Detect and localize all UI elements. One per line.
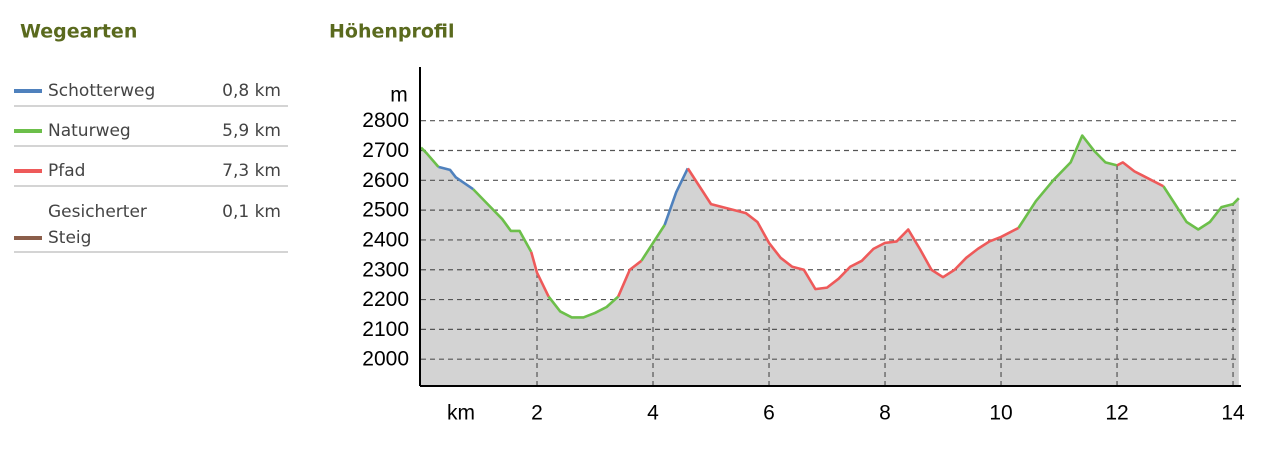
- y-tick-label: 2500: [362, 199, 409, 222]
- profile-line: [438, 165, 689, 226]
- y-tick-label: 2000: [362, 348, 409, 371]
- x-tick-label: 4: [647, 402, 659, 425]
- legend-length: 0,1 km: [222, 202, 281, 222]
- legend-swatch: [14, 236, 42, 240]
- profile-area: [421, 135, 1239, 386]
- x-tick-label: 10: [989, 402, 1012, 425]
- legend-label-line: Gesicherter: [48, 202, 147, 222]
- y-tick-label: 2700: [362, 139, 409, 162]
- chart-title: Höhenprofil: [329, 21, 455, 43]
- y-axis-label: m: [390, 84, 408, 107]
- legend-length: 0,8 km: [222, 81, 281, 101]
- legend-swatch: [14, 89, 42, 93]
- y-tick-label: 2100: [362, 318, 409, 341]
- legend-label: Naturweg: [48, 121, 131, 141]
- legend-swatch: [14, 169, 42, 173]
- profile-line: [420, 134, 1240, 319]
- y-tick-label: 2800: [362, 109, 409, 132]
- x-tick-label: 6: [763, 402, 775, 425]
- legend-label: Gesicherter Steig: [48, 202, 147, 248]
- x-axis-label: km: [447, 402, 475, 425]
- legend-title: Wegearten: [20, 21, 137, 43]
- y-tick-label: 2300: [362, 258, 409, 281]
- profile-line: [529, 161, 1165, 298]
- legend-length: 5,9 km: [222, 121, 281, 141]
- legend-label: Schotterweg: [48, 81, 155, 101]
- x-tick-label: 12: [1105, 402, 1128, 425]
- y-tick-label: 2400: [362, 228, 409, 251]
- x-tick-label: 2: [531, 402, 543, 425]
- x-tick-label: 14: [1221, 402, 1245, 425]
- x-tick-label: 8: [879, 402, 891, 425]
- y-tick-label: 2600: [362, 169, 409, 192]
- legend-swatch: [14, 129, 42, 133]
- legend-label: Pfad: [48, 161, 85, 181]
- legend-length: 7,3 km: [222, 161, 281, 181]
- y-tick-label: 2200: [362, 288, 409, 311]
- legend-label-line: Steig: [48, 228, 91, 248]
